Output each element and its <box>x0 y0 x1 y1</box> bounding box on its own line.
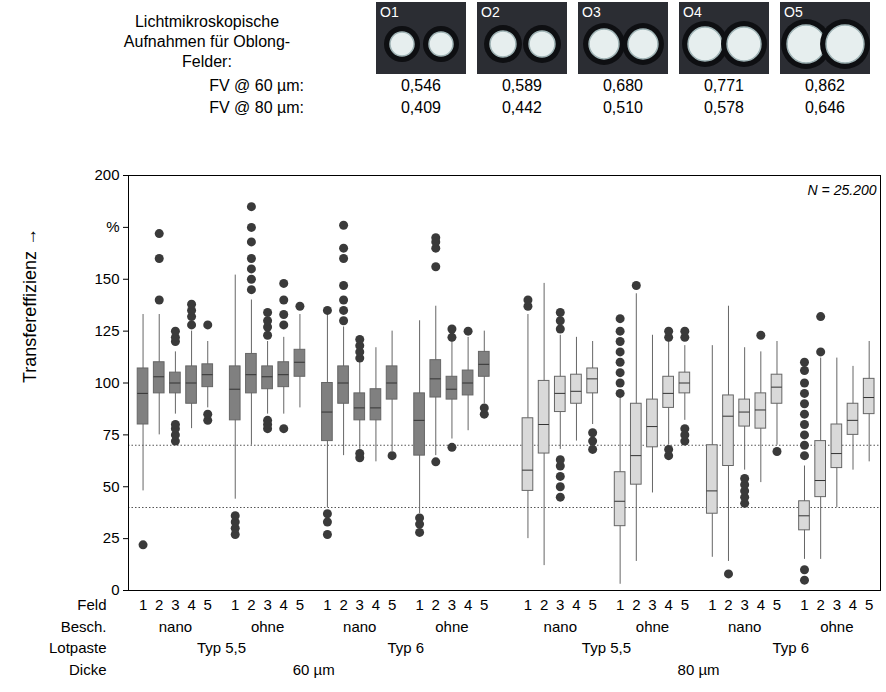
svg-text:3: 3 <box>833 596 841 613</box>
svg-text:ohne: ohne <box>435 618 468 635</box>
svg-text:O2: O2 <box>481 4 500 20</box>
html-text:FV @ 60 µm:: FV @ 60 µm: <box>209 77 304 94</box>
svg-text:Typ 6: Typ 6 <box>772 639 809 656</box>
svg-text:100: 100 <box>94 374 119 391</box>
html-text:FV @ 80 µm:: FV @ 80 µm: <box>209 99 304 116</box>
svg-text:5: 5 <box>480 596 488 613</box>
svg-text:2: 2 <box>339 596 347 613</box>
svg-text:2: 2 <box>632 596 640 613</box>
svg-text:nano: nano <box>728 618 761 635</box>
svg-text:1: 1 <box>524 596 532 613</box>
svg-text:1: 1 <box>415 596 423 613</box>
svg-text:Typ 5,5: Typ 5,5 <box>582 639 631 656</box>
html-text:0,578: 0,578 <box>704 99 744 116</box>
html-text:0,442: 0,442 <box>502 99 542 116</box>
html-text:Lichtmikroskopische Aufnahmen: Lichtmikroskopische Aufnahmen für Oblong… <box>123 13 291 70</box>
svg-text:4: 4 <box>372 596 380 613</box>
svg-text:nano: nano <box>544 618 577 635</box>
svg-text:3: 3 <box>171 596 179 613</box>
svg-text:5: 5 <box>681 596 689 613</box>
svg-text:1: 1 <box>616 596 624 613</box>
svg-text:1: 1 <box>708 596 716 613</box>
svg-text:2: 2 <box>540 596 548 613</box>
svg-text:3: 3 <box>556 596 564 613</box>
svg-text:Feld: Feld <box>77 596 106 613</box>
svg-text:3: 3 <box>648 596 656 613</box>
svg-text:5: 5 <box>865 596 873 613</box>
svg-text:4: 4 <box>464 596 472 613</box>
svg-text:1: 1 <box>231 596 239 613</box>
svg-text:O3: O3 <box>582 4 601 20</box>
svg-text:2: 2 <box>816 596 824 613</box>
svg-text:nano: nano <box>343 618 376 635</box>
svg-text:O4: O4 <box>683 4 702 20</box>
svg-text:80 µm: 80 µm <box>678 661 720 678</box>
svg-text:Dicke: Dicke <box>69 661 107 678</box>
svg-text:25: 25 <box>103 529 120 546</box>
svg-text:200: 200 <box>94 166 119 183</box>
svg-text:5: 5 <box>773 596 781 613</box>
svg-text:50: 50 <box>103 478 120 495</box>
html-text:0,409: 0,409 <box>401 99 441 116</box>
svg-text:1: 1 <box>800 596 808 613</box>
svg-text:Typ 5,5: Typ 5,5 <box>197 639 246 656</box>
svg-text:2: 2 <box>432 596 440 613</box>
svg-text:5: 5 <box>204 596 212 613</box>
html-text:0,546: 0,546 <box>401 77 441 94</box>
svg-text:nano: nano <box>159 618 192 635</box>
svg-text:1: 1 <box>323 596 331 613</box>
svg-text:Besch.: Besch. <box>61 618 107 635</box>
svg-text:125: 125 <box>94 322 119 339</box>
svg-text:Lotpaste: Lotpaste <box>49 639 107 656</box>
svg-text:75: 75 <box>103 426 120 443</box>
svg-text:3: 3 <box>740 596 748 613</box>
svg-text:O1: O1 <box>380 4 399 20</box>
html-text:0,862: 0,862 <box>805 77 845 94</box>
html-text:0,680: 0,680 <box>603 77 643 94</box>
html-text:0,589: 0,589 <box>502 77 542 94</box>
svg-text:5: 5 <box>388 596 396 613</box>
svg-text:2: 2 <box>247 596 255 613</box>
svg-text:5: 5 <box>588 596 596 613</box>
svg-text:3: 3 <box>263 596 271 613</box>
html-text:0,771: 0,771 <box>704 77 744 94</box>
svg-text:ohne: ohne <box>636 618 669 635</box>
svg-text:N = 25.200: N = 25.200 <box>808 182 877 198</box>
svg-text:%: % <box>106 218 119 235</box>
svg-text:4: 4 <box>572 596 580 613</box>
html-text:0,646: 0,646 <box>805 99 845 116</box>
svg-text:2: 2 <box>155 596 163 613</box>
svg-text:Transfereffizienz →: Transfereffizienz → <box>20 228 40 383</box>
svg-text:2: 2 <box>724 596 732 613</box>
svg-text:ohne: ohne <box>251 618 284 635</box>
svg-text:O5: O5 <box>784 4 803 20</box>
svg-text:5: 5 <box>296 596 304 613</box>
svg-text:4: 4 <box>280 596 288 613</box>
svg-text:150: 150 <box>94 270 119 287</box>
svg-text:4: 4 <box>757 596 765 613</box>
html-text:0,510: 0,510 <box>603 99 643 116</box>
svg-text:4: 4 <box>187 596 195 613</box>
svg-text:4: 4 <box>664 596 672 613</box>
svg-text:0: 0 <box>111 581 119 598</box>
svg-text:1: 1 <box>139 596 147 613</box>
svg-text:3: 3 <box>448 596 456 613</box>
svg-text:3: 3 <box>356 596 364 613</box>
svg-text:4: 4 <box>849 596 857 613</box>
svg-text:Typ 6: Typ 6 <box>388 639 425 656</box>
svg-text:ohne: ohne <box>820 618 853 635</box>
svg-text:60 µm: 60 µm <box>293 661 335 678</box>
